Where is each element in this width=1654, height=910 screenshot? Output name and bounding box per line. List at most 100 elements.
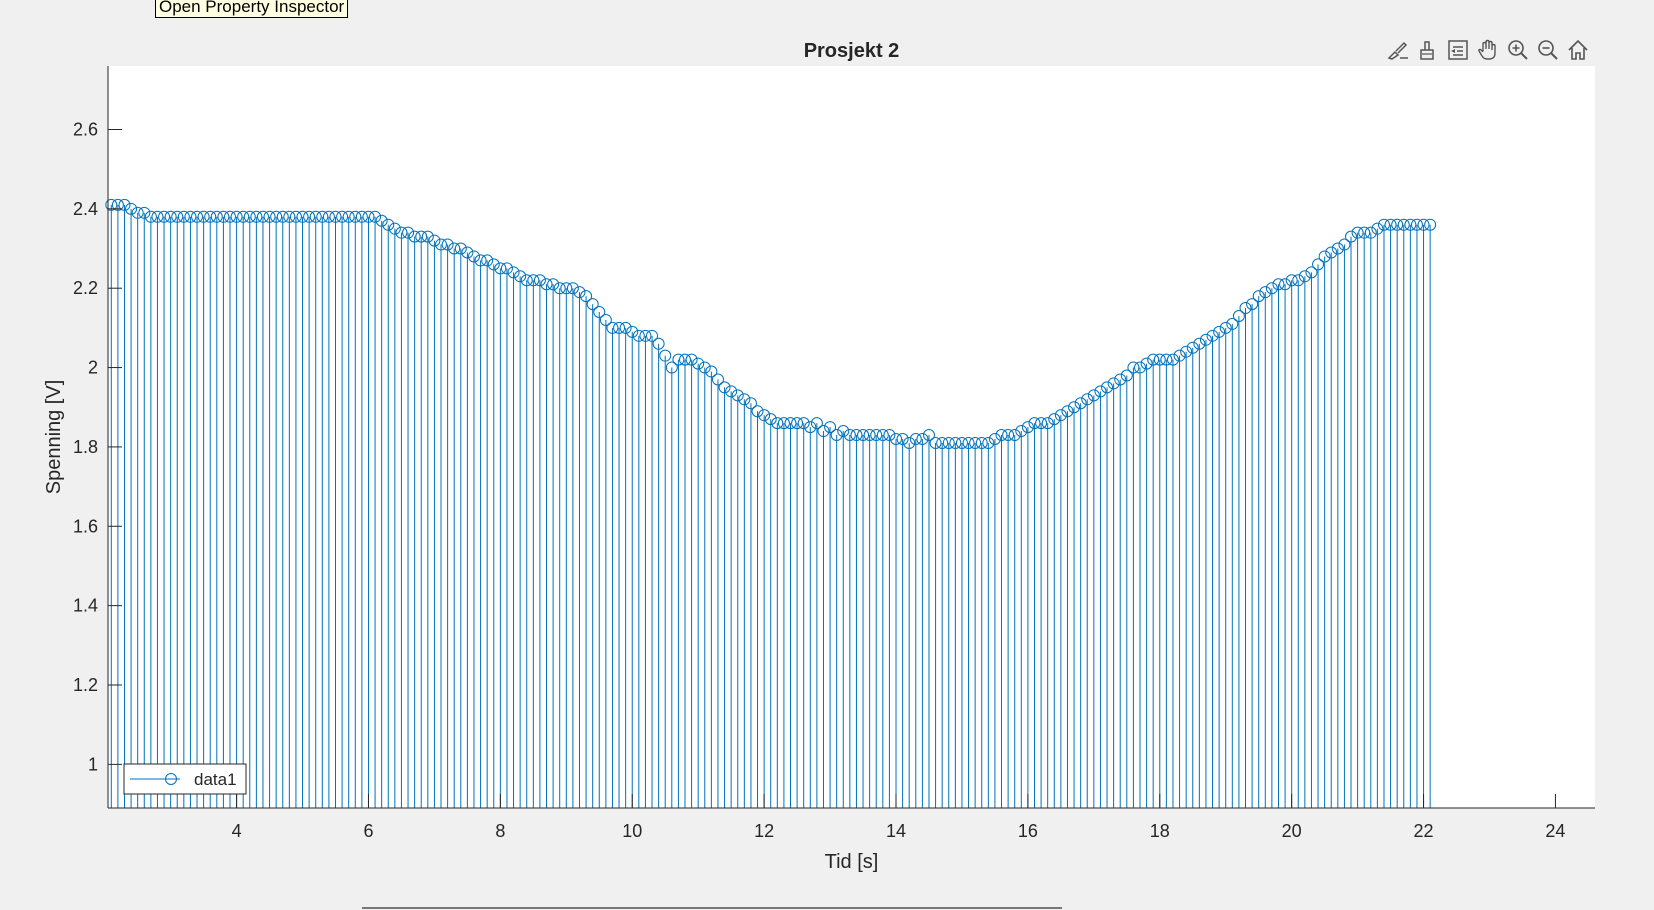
data-point	[969, 436, 982, 449]
marker-series	[105, 198, 1437, 449]
data-point	[725, 385, 738, 398]
data-point	[659, 349, 672, 362]
data-point	[1068, 401, 1081, 414]
data-point	[672, 353, 685, 366]
data-point	[467, 250, 480, 263]
data-point	[125, 202, 138, 215]
zoom-in-button[interactable]	[1504, 36, 1531, 64]
data-point	[1338, 238, 1351, 251]
data-point	[593, 306, 606, 319]
data-point	[922, 429, 935, 442]
data-point	[1285, 274, 1298, 287]
data-point	[863, 429, 876, 442]
data-point	[1054, 409, 1067, 422]
data-point	[1021, 421, 1034, 434]
data-point	[1087, 389, 1100, 402]
zoom-out-icon	[1537, 40, 1558, 60]
data-point	[975, 436, 988, 449]
y-tick-label: 1	[88, 754, 98, 774]
zoom-out-button[interactable]	[1534, 36, 1561, 64]
legend-icon	[1447, 40, 1468, 60]
x-tick-label: 16	[1018, 821, 1038, 841]
brush-edit-button[interactable]	[1384, 36, 1411, 64]
property-inspector-tooltip: Open Property Inspector	[155, 0, 349, 18]
data-point	[527, 274, 540, 287]
pan-hand-icon	[1477, 39, 1496, 60]
data-point	[230, 210, 243, 223]
data-point	[1345, 230, 1358, 243]
data-point	[138, 206, 151, 219]
data-point	[1351, 226, 1364, 239]
data-point	[547, 278, 560, 291]
data-point	[678, 353, 691, 366]
data-point	[158, 210, 171, 223]
data-point	[421, 230, 434, 243]
data-cursor-button[interactable]	[1414, 36, 1441, 64]
data-point	[382, 218, 395, 231]
data-point	[916, 432, 929, 445]
data-point	[1331, 242, 1344, 255]
data-point	[1199, 333, 1212, 346]
data-point	[560, 282, 573, 295]
data-point	[1424, 218, 1437, 231]
data-point	[461, 246, 474, 259]
stem-series	[110, 204, 1431, 808]
data-point	[481, 254, 494, 267]
y-tick-label: 1.4	[73, 596, 98, 616]
legend-button[interactable]	[1444, 36, 1471, 64]
data-point	[652, 337, 665, 350]
x-tick-label: 20	[1282, 821, 1302, 841]
data-point	[1384, 218, 1397, 231]
zoom-in-icon	[1507, 40, 1528, 60]
data-point	[1147, 353, 1160, 366]
axis-ticks: 4 6 8 10 12 14 16 18 20 22 24 1 1.2 1.4 1.6 1.8 2 2.2 2.4 2…	[73, 119, 1565, 841]
data-point	[784, 417, 797, 430]
data-point	[883, 429, 896, 442]
data-point	[118, 198, 131, 211]
data-point	[1153, 353, 1166, 366]
legend[interactable]: data1	[123, 763, 247, 795]
x-tick-label: 18	[1150, 821, 1170, 841]
data-point	[1074, 397, 1087, 410]
data-point	[936, 436, 949, 449]
data-point	[1101, 381, 1114, 394]
data-point	[1120, 369, 1133, 382]
data-point	[929, 436, 942, 449]
data-point	[1002, 429, 1015, 442]
data-point	[955, 436, 968, 449]
axes-toolbar	[1384, 36, 1591, 66]
data-point	[857, 429, 870, 442]
data-point	[276, 210, 289, 223]
data-point	[1127, 361, 1140, 374]
data-point	[1410, 218, 1423, 231]
data-point	[817, 425, 830, 438]
data-point	[791, 417, 804, 430]
data-point	[764, 413, 777, 426]
data-point	[250, 210, 263, 223]
data-point	[105, 198, 118, 211]
data-point	[646, 329, 659, 342]
data-point	[1206, 329, 1219, 342]
data-point	[217, 210, 230, 223]
pan-button[interactable]	[1474, 36, 1501, 64]
data-point	[1028, 417, 1041, 430]
data-point	[692, 357, 705, 370]
data-point	[1035, 417, 1048, 430]
data-point	[738, 393, 751, 406]
home-button[interactable]	[1564, 36, 1591, 64]
data-point	[758, 409, 771, 422]
data-point	[388, 222, 401, 235]
data-point	[665, 361, 678, 374]
data-point	[599, 313, 612, 326]
data-point	[1305, 266, 1318, 279]
data-point	[520, 274, 533, 287]
y-tick-label: 2	[88, 358, 98, 378]
data-point	[408, 230, 421, 243]
data-point	[514, 270, 527, 283]
data-point	[824, 421, 837, 434]
data-point	[316, 210, 329, 223]
data-point	[1272, 278, 1285, 291]
data-point	[494, 262, 507, 275]
data-point	[751, 405, 764, 418]
data-point	[1279, 278, 1292, 291]
